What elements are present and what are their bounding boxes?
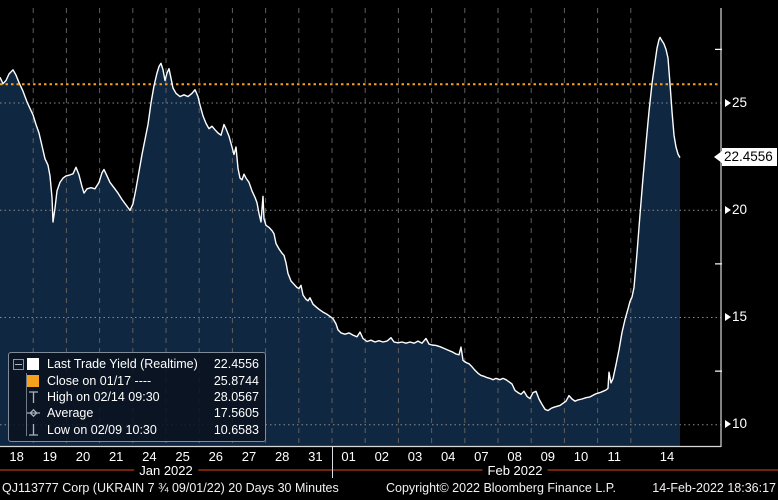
- x-day-label-25: 25: [175, 449, 190, 464]
- x-day-label-21: 21: [108, 449, 124, 464]
- x-day-label-04: 04: [440, 449, 456, 464]
- legend-row-2[interactable]: High on 02/14 09:30 28.0567: [13, 389, 259, 405]
- legend-row-1[interactable]: Close on 01/17 ---- 25.8744: [13, 372, 259, 388]
- x-day-label-02: 02: [374, 449, 390, 464]
- vertical-gridlines: [32, 8, 632, 447]
- security-description: QJ113777 Corp (UKRAIN 7 ¾ 09/01/22) 20 D…: [2, 481, 339, 495]
- legend-row-3[interactable]: Average 17.5605: [13, 405, 259, 421]
- legend-value: 28.0567: [213, 389, 259, 404]
- y-tick-label-25: 25: [725, 95, 747, 110]
- x-day-label-03: 03: [407, 449, 423, 464]
- status-bar: QJ113777 Corp (UKRAIN 7 ¾ 09/01/22) 20 D…: [0, 478, 778, 500]
- legend-collapse-icon[interactable]: [13, 358, 24, 370]
- legend-row-0[interactable]: Last Trade Yield (Realtime) 22.4556: [13, 356, 259, 372]
- x-day-label-11: 11: [607, 449, 621, 464]
- timestamp: 14-Feb-2022 18:36:17: [652, 481, 776, 495]
- x-day-label-24: 24: [142, 449, 157, 464]
- high-marker-icon: [29, 391, 38, 403]
- last-yield-swatch-icon: [27, 358, 39, 371]
- legend-value: 17.5605: [213, 406, 259, 421]
- x-day-label-09: 09: [540, 449, 556, 464]
- chart-legend-panel[interactable]: Last Trade Yield (Realtime) 22.4556 Close …: [8, 352, 266, 442]
- legend-row-4[interactable]: Low on 02/09 10:30 10.6583: [13, 422, 259, 438]
- x-month-label: Jan 2022: [134, 463, 198, 478]
- low-marker-icon: [29, 423, 38, 436]
- y-tick-label-20: 20: [725, 202, 747, 217]
- x-day-label-19: 19: [42, 449, 58, 464]
- statusbar-separator-line: [0, 469, 778, 471]
- tick-arrow-icon: [725, 313, 731, 321]
- x-day-label-01: 01: [341, 449, 356, 464]
- yield-line: [0, 36, 681, 412]
- horizontal-gridlines: [0, 102, 721, 426]
- x-day-label-07: 07: [474, 449, 489, 464]
- x-day-label-26: 26: [208, 449, 224, 464]
- month-separator-line: [332, 446, 333, 478]
- x-day-label-08: 08: [507, 449, 522, 464]
- legend-value: 22.4556: [213, 357, 259, 372]
- legend-label: High on 02/14 09:30: [47, 389, 160, 404]
- tick-arrow-icon: [725, 205, 731, 214]
- x-day-label-31: 31: [308, 449, 323, 464]
- yield-area-fill: [0, 37, 680, 447]
- y-tick-label-15: 15: [725, 310, 747, 324]
- close-swatch-icon: [27, 374, 39, 387]
- x-day-label-10: 10: [573, 449, 589, 464]
- x-day-label-14: 14: [659, 449, 675, 464]
- legend-label: Close on 01/17 ----: [47, 373, 152, 388]
- copyright-text: Copyright© 2022 Bloomberg Finance L.P.: [386, 481, 616, 495]
- last-value-tag[interactable]: 22.4556: [714, 148, 777, 167]
- legend-label: Low on 02/09 10:30: [47, 422, 157, 437]
- x-day-label-28: 28: [274, 449, 290, 464]
- legend-label: Average: [47, 406, 94, 421]
- tag-pointer-icon: [714, 151, 722, 164]
- legend-value: 25.8744: [213, 373, 259, 388]
- y-tick-label-10: 10: [725, 417, 747, 431]
- tick-arrow-icon: [725, 420, 731, 429]
- legend-tree-rail: [26, 373, 27, 436]
- average-marker-icon: [27, 409, 40, 418]
- x-day-label-20: 20: [75, 449, 91, 464]
- x-day-label-18: 18: [9, 449, 24, 464]
- legend-label: Last Trade Yield (Realtime): [47, 357, 198, 372]
- yield-area-chart[interactable]: [0, 0, 778, 478]
- tick-arrow-icon: [725, 98, 731, 107]
- x-month-label: Feb 2022: [482, 463, 548, 478]
- x-day-label-27: 27: [241, 449, 257, 464]
- legend-value: 10.6583: [213, 422, 259, 437]
- last-value-text: 22.4556: [722, 148, 777, 167]
